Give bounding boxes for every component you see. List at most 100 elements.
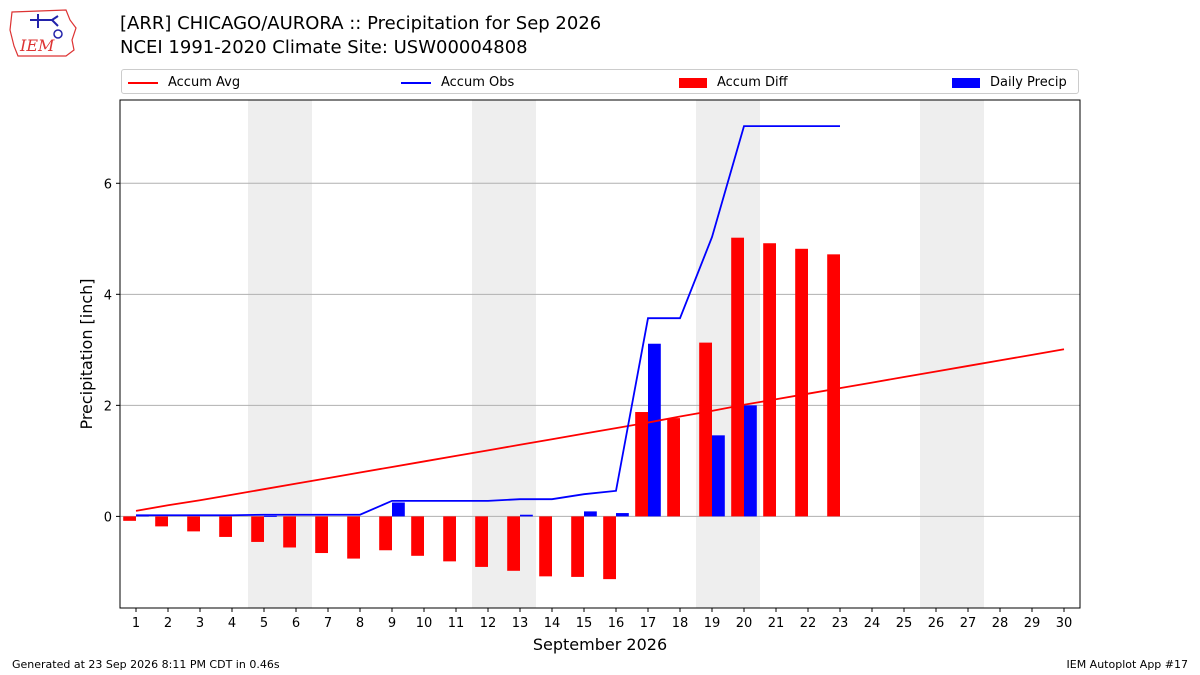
x-tick-label: 29 [1024,616,1041,631]
accum-diff-bar [763,243,776,517]
accum-avg-line [135,348,1065,512]
accum-diff-bar [155,516,168,527]
y-tick-label: 2 [104,399,112,414]
legend-swatch-box [952,77,980,88]
weekend-shading [248,100,984,608]
plot-frame [119,99,1081,609]
legend-label: Accum Diff [717,75,788,90]
x-tick-label: 16 [608,616,625,631]
x-tick-label: 28 [992,616,1009,631]
accum-diff-bar [443,516,456,562]
accum-diff-bar [667,418,680,517]
x-tick-label: 22 [800,616,817,631]
accum-diff-bar [699,342,712,517]
y-ticks: 0 2 4 6 [104,177,120,525]
y-tick-label: 0 [104,510,112,525]
iem-logo: IEM [8,6,80,60]
accum-diff-bar [635,412,648,517]
daily-precip-bar [712,435,725,517]
x-tick-label: 6 [292,616,300,631]
y-axis-label: Precipitation [inch] [77,278,96,429]
x-tick-label: 18 [672,616,689,631]
bars [123,237,840,580]
footer-app: IEM Autoplot App #17 [1066,658,1189,671]
legend-swatch-line [401,81,431,84]
x-tick-label: 5 [260,616,268,631]
footer-generated: Generated at 23 Sep 2026 8:11 PM CDT in … [12,658,280,671]
x-tick-label: 15 [576,616,593,631]
legend-swatch-line [128,81,158,84]
daily-precip-bar [264,515,277,517]
y-tick-label: 4 [104,288,112,303]
x-axis-label: September 2026 [533,635,667,654]
x-tick-label: 9 [388,616,396,631]
grid-lines [120,182,1080,517]
weather-vane-icon [30,14,59,28]
weekend-band [920,100,984,608]
accum-diff-bar [187,516,200,532]
legend-item-accum-obs: Accum Obs [401,70,514,95]
x-tick-label: 21 [768,616,785,631]
daily-precip-bar [648,343,661,517]
x-tick-label: 17 [640,616,657,631]
x-tick-label: 23 [832,616,849,631]
accum-diff-bar [315,516,328,554]
x-tick-label: 3 [196,616,204,631]
accum-diff-bar [731,237,744,517]
legend-label: Daily Precip [990,75,1067,90]
x-tick-label: 25 [896,616,913,631]
accum-diff-bar [251,516,264,542]
accum-diff-bar [795,248,808,517]
x-tick-label: 20 [736,616,753,631]
x-tick-label: 13 [512,616,529,631]
accum-diff-bar [507,516,520,571]
accum-diff-bar [219,516,232,537]
accum-diff-bar [379,516,392,551]
legend-item-daily-precip: Daily Precip [952,70,1067,95]
logo-text: IEM [20,36,55,55]
gauge-icon [53,29,63,39]
legend: Accum Avg Accum Obs Accum Diff Daily Pre… [121,69,1079,94]
legend-swatch-box [679,77,707,88]
accum-diff-bar [123,516,136,521]
x-tick-label: 24 [864,616,881,631]
x-tick-label: 26 [928,616,945,631]
iowa-map-outline [9,9,77,57]
lines [135,125,1065,517]
accum-diff-bar [411,516,424,556]
x-tick-label: 4 [228,616,236,631]
legend-item-accum-avg: Accum Avg [128,70,240,95]
x-tick-label: 8 [356,616,364,631]
x-ticks: 1 2 3 4 5 6 7 8 9 10 11 12 13 14 15 16 17 18 19 20 21 22 23 24 2… [132,608,1072,631]
daily-precip-bar [744,405,757,517]
chart-subtitle: NCEI 1991-2020 Climate Site: USW00004808 [120,37,528,58]
chart-title: [ARR] CHICAGO/AURORA :: Precipitation fo… [120,13,602,34]
daily-precip-bar [584,511,597,517]
x-tick-label: 12 [480,616,497,631]
legend-item-accum-diff: Accum Diff [679,70,788,95]
daily-precip-bar [616,513,629,517]
accum-diff-bar [539,516,552,577]
accum-diff-bar [827,254,840,517]
y-tick-label: 6 [104,177,112,192]
x-tick-label: 11 [448,616,465,631]
accum-diff-bar [475,516,488,567]
x-tick-label: 2 [164,616,172,631]
x-tick-label: 1 [132,616,140,631]
x-tick-label: 10 [416,616,433,631]
daily-precip-bar [520,514,533,517]
x-tick-label: 27 [960,616,977,631]
accum-obs-line [136,125,840,517]
daily-precip-bar [392,502,405,517]
accum-diff-bar [283,516,296,548]
accum-diff-bar [571,516,584,577]
accum-diff-bar [347,516,360,559]
accum-diff-bar [603,516,616,580]
x-tick-label: 30 [1056,616,1073,631]
x-tick-label: 7 [324,616,332,631]
x-tick-label: 14 [544,616,561,631]
x-tick-label: 19 [704,616,721,631]
legend-label: Accum Obs [441,75,515,90]
legend-label: Accum Avg [168,75,241,90]
